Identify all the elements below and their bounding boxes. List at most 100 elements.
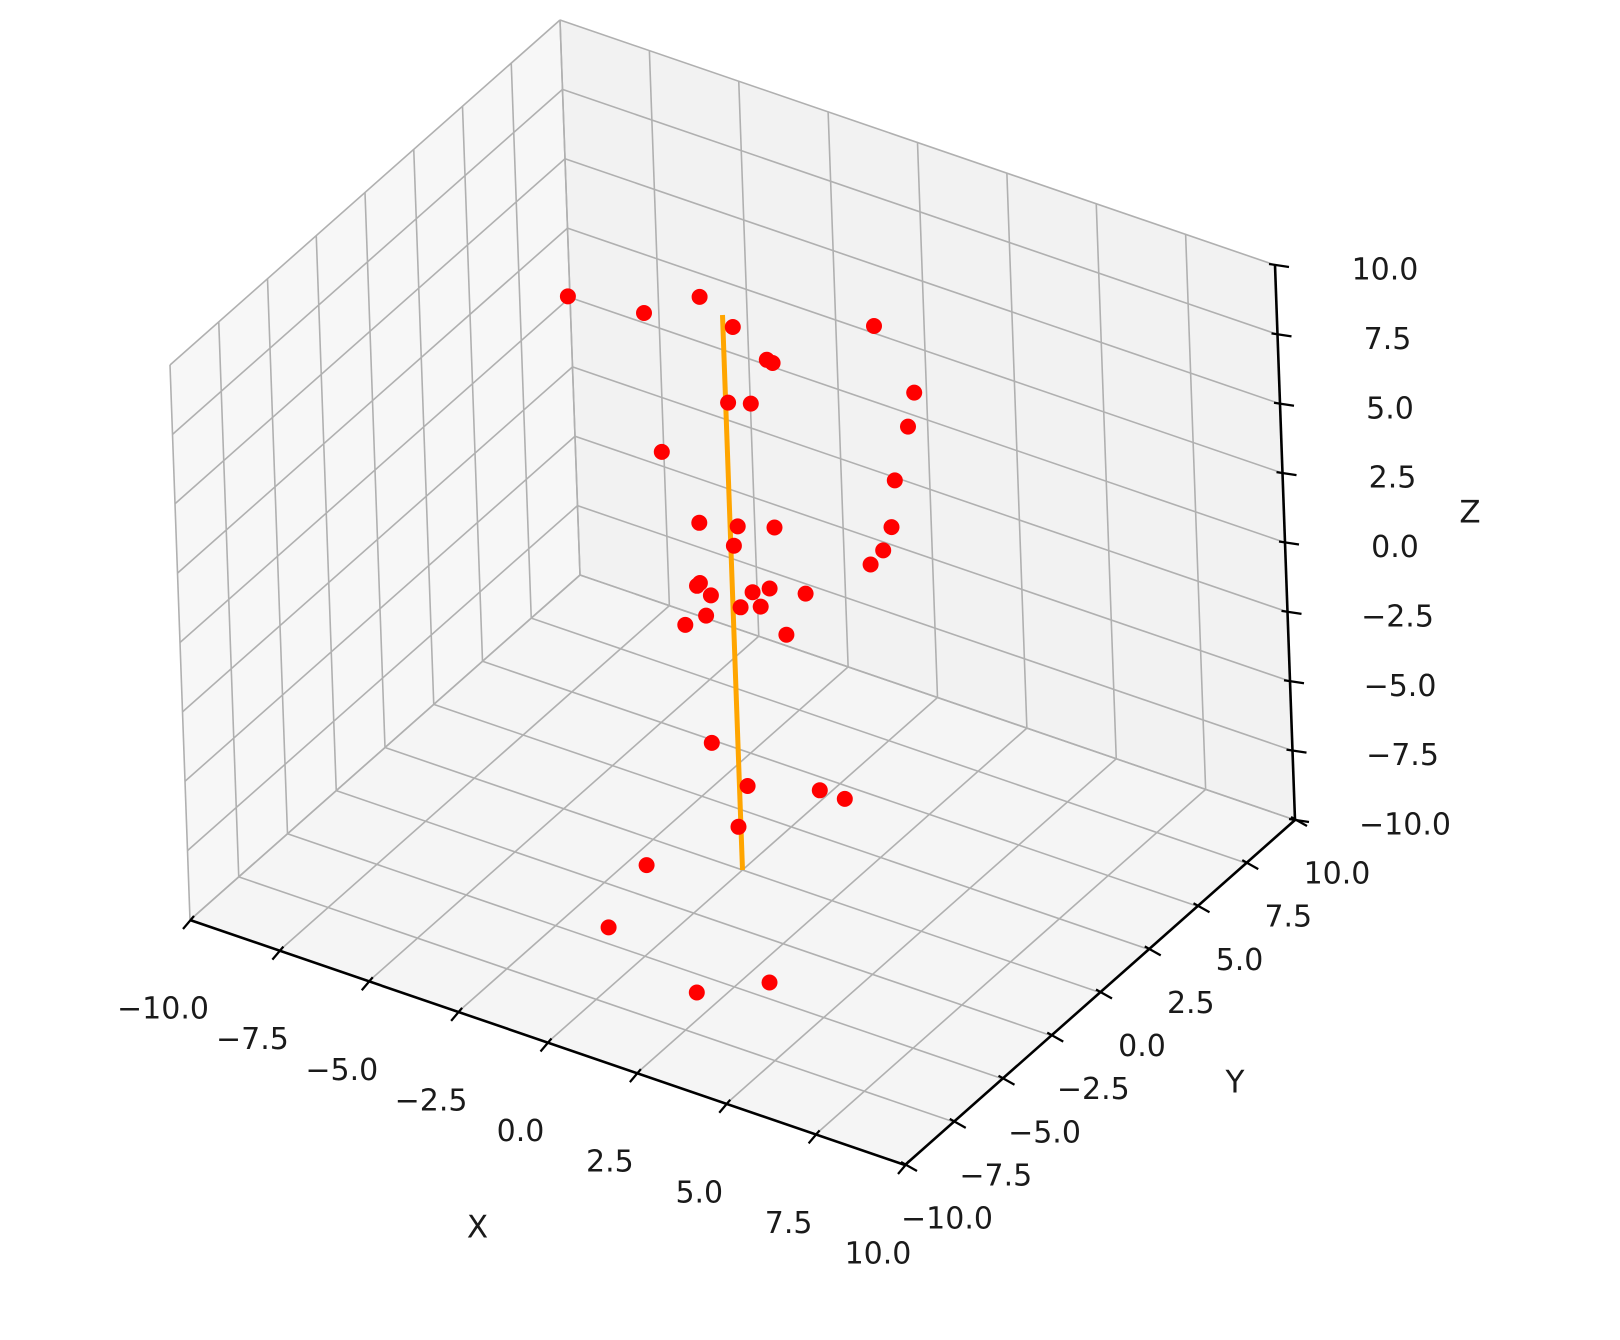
y-tick [1095,988,1113,1000]
z-tick-label: −10.0 [1359,808,1451,843]
y-axis-title: Y [1225,1065,1245,1101]
scatter-point [636,305,652,321]
z-tick-label: −2.5 [1361,599,1434,634]
y-tick-label: −7.5 [959,1158,1032,1193]
x-tick [807,1129,821,1145]
grid-line-y-left [510,63,533,619]
grid-line-z-left [174,158,566,505]
y-tick [1290,816,1308,827]
scatter-point [797,585,814,602]
scatter-point [758,351,775,368]
scatter-point [691,575,708,591]
x-tick [897,1160,910,1175]
grid-line-y-floor [433,703,1150,951]
x-axis-title: X [467,1210,488,1246]
scatter-point [730,818,747,835]
x-tick-label: −10.0 [117,992,209,1027]
z-tick [1273,401,1295,407]
scatter-point [761,974,778,991]
x-tick [450,1007,463,1022]
x-tick [718,1099,732,1114]
x-tick-label: 5.0 [675,1175,723,1210]
scatter-point [811,782,828,799]
tick-labels: −10.0−10.0−10.0−7.5−7.5−7.5−5.0−5.0−5.0−… [117,253,1451,1272]
scatter-point [691,514,708,531]
grid-line-z-left [176,227,569,574]
scatter-point [691,288,708,305]
x-tick-label: −2.5 [395,1083,468,1118]
scatter-point [702,587,719,604]
y-tick [1046,1031,1064,1043]
grid-line-x-back [1095,203,1118,759]
scatter-point [703,734,720,751]
scatter-point [883,519,900,536]
y-tick [949,1117,967,1129]
scatter-point [732,599,749,616]
grid-line-z-back [559,19,1276,266]
y-tick-label: 5.0 [1216,943,1264,978]
x-tick-label: −7.5 [216,1022,289,1057]
grid-line-y-floor [530,617,1247,864]
grid-line-z-back [569,296,1286,544]
grid-line-z-left [169,19,561,366]
x-tick [182,915,195,930]
scatter-point [724,319,741,335]
x-tick [271,945,285,961]
grid-line-x-floor [725,758,1117,1105]
scatter-point [725,537,742,554]
x-tick [539,1037,553,1053]
z-tick [1271,332,1292,338]
grid-line-z-back [567,227,1283,474]
scatter-point [862,556,879,573]
scatter-point [677,616,694,633]
grid-line-z-left [179,296,571,644]
y-tick-label: −10.0 [901,1202,993,1237]
scatter-point [906,384,923,401]
z-tick [1283,679,1305,685]
x-tick [360,976,374,991]
y-tick [1144,945,1162,957]
scatter-point [886,472,903,489]
x-tick-label: 10.0 [845,1237,912,1272]
z-tick [1276,471,1297,477]
scatter-point [836,790,853,807]
y-tick-label: 2.5 [1167,986,1215,1021]
tick-marks [182,262,1310,1175]
data-marks [559,288,923,1001]
x-tick-label: 0.0 [497,1114,545,1149]
x-tick-label: 7.5 [765,1206,813,1241]
y-tick-label: 0.0 [1118,1029,1166,1064]
z-tick-label: −7.5 [1366,738,1439,773]
grid-line-x-back [1006,173,1028,729]
x-tick-label: −5.0 [305,1053,378,1088]
grid-line-z-back [564,157,1281,405]
scatter-point [559,288,576,305]
grid-line-x-floor [636,727,1028,1074]
grid-line-z-left [171,88,564,435]
y-tick [1241,859,1259,871]
scatter-point [600,919,617,936]
x-tick [629,1068,642,1083]
scatter-point [875,542,892,559]
z-tick [1281,609,1302,615]
z-tick-label: 7.5 [1364,322,1412,357]
scatter-point [761,580,778,597]
y-tick-label: 10.0 [1304,857,1371,892]
scatter-point [778,626,795,643]
scatter-point [866,318,882,334]
grid-line-z-back [562,88,1278,336]
z-tick-label: 2.5 [1369,461,1417,496]
y-tick-label: 7.5 [1264,900,1312,935]
y-tick [997,1074,1016,1086]
z-tick [1286,748,1307,754]
scatter-point [766,519,783,536]
scatter-point [720,394,737,411]
scatter-point [688,984,705,1001]
z-tick-label: −5.0 [1364,669,1437,704]
grid-line-y-left [461,106,484,662]
z-axis-title: Z [1459,495,1480,531]
y-tick-label: −2.5 [1057,1072,1130,1107]
scatter-point [653,443,670,460]
y-tick [1192,902,1211,914]
